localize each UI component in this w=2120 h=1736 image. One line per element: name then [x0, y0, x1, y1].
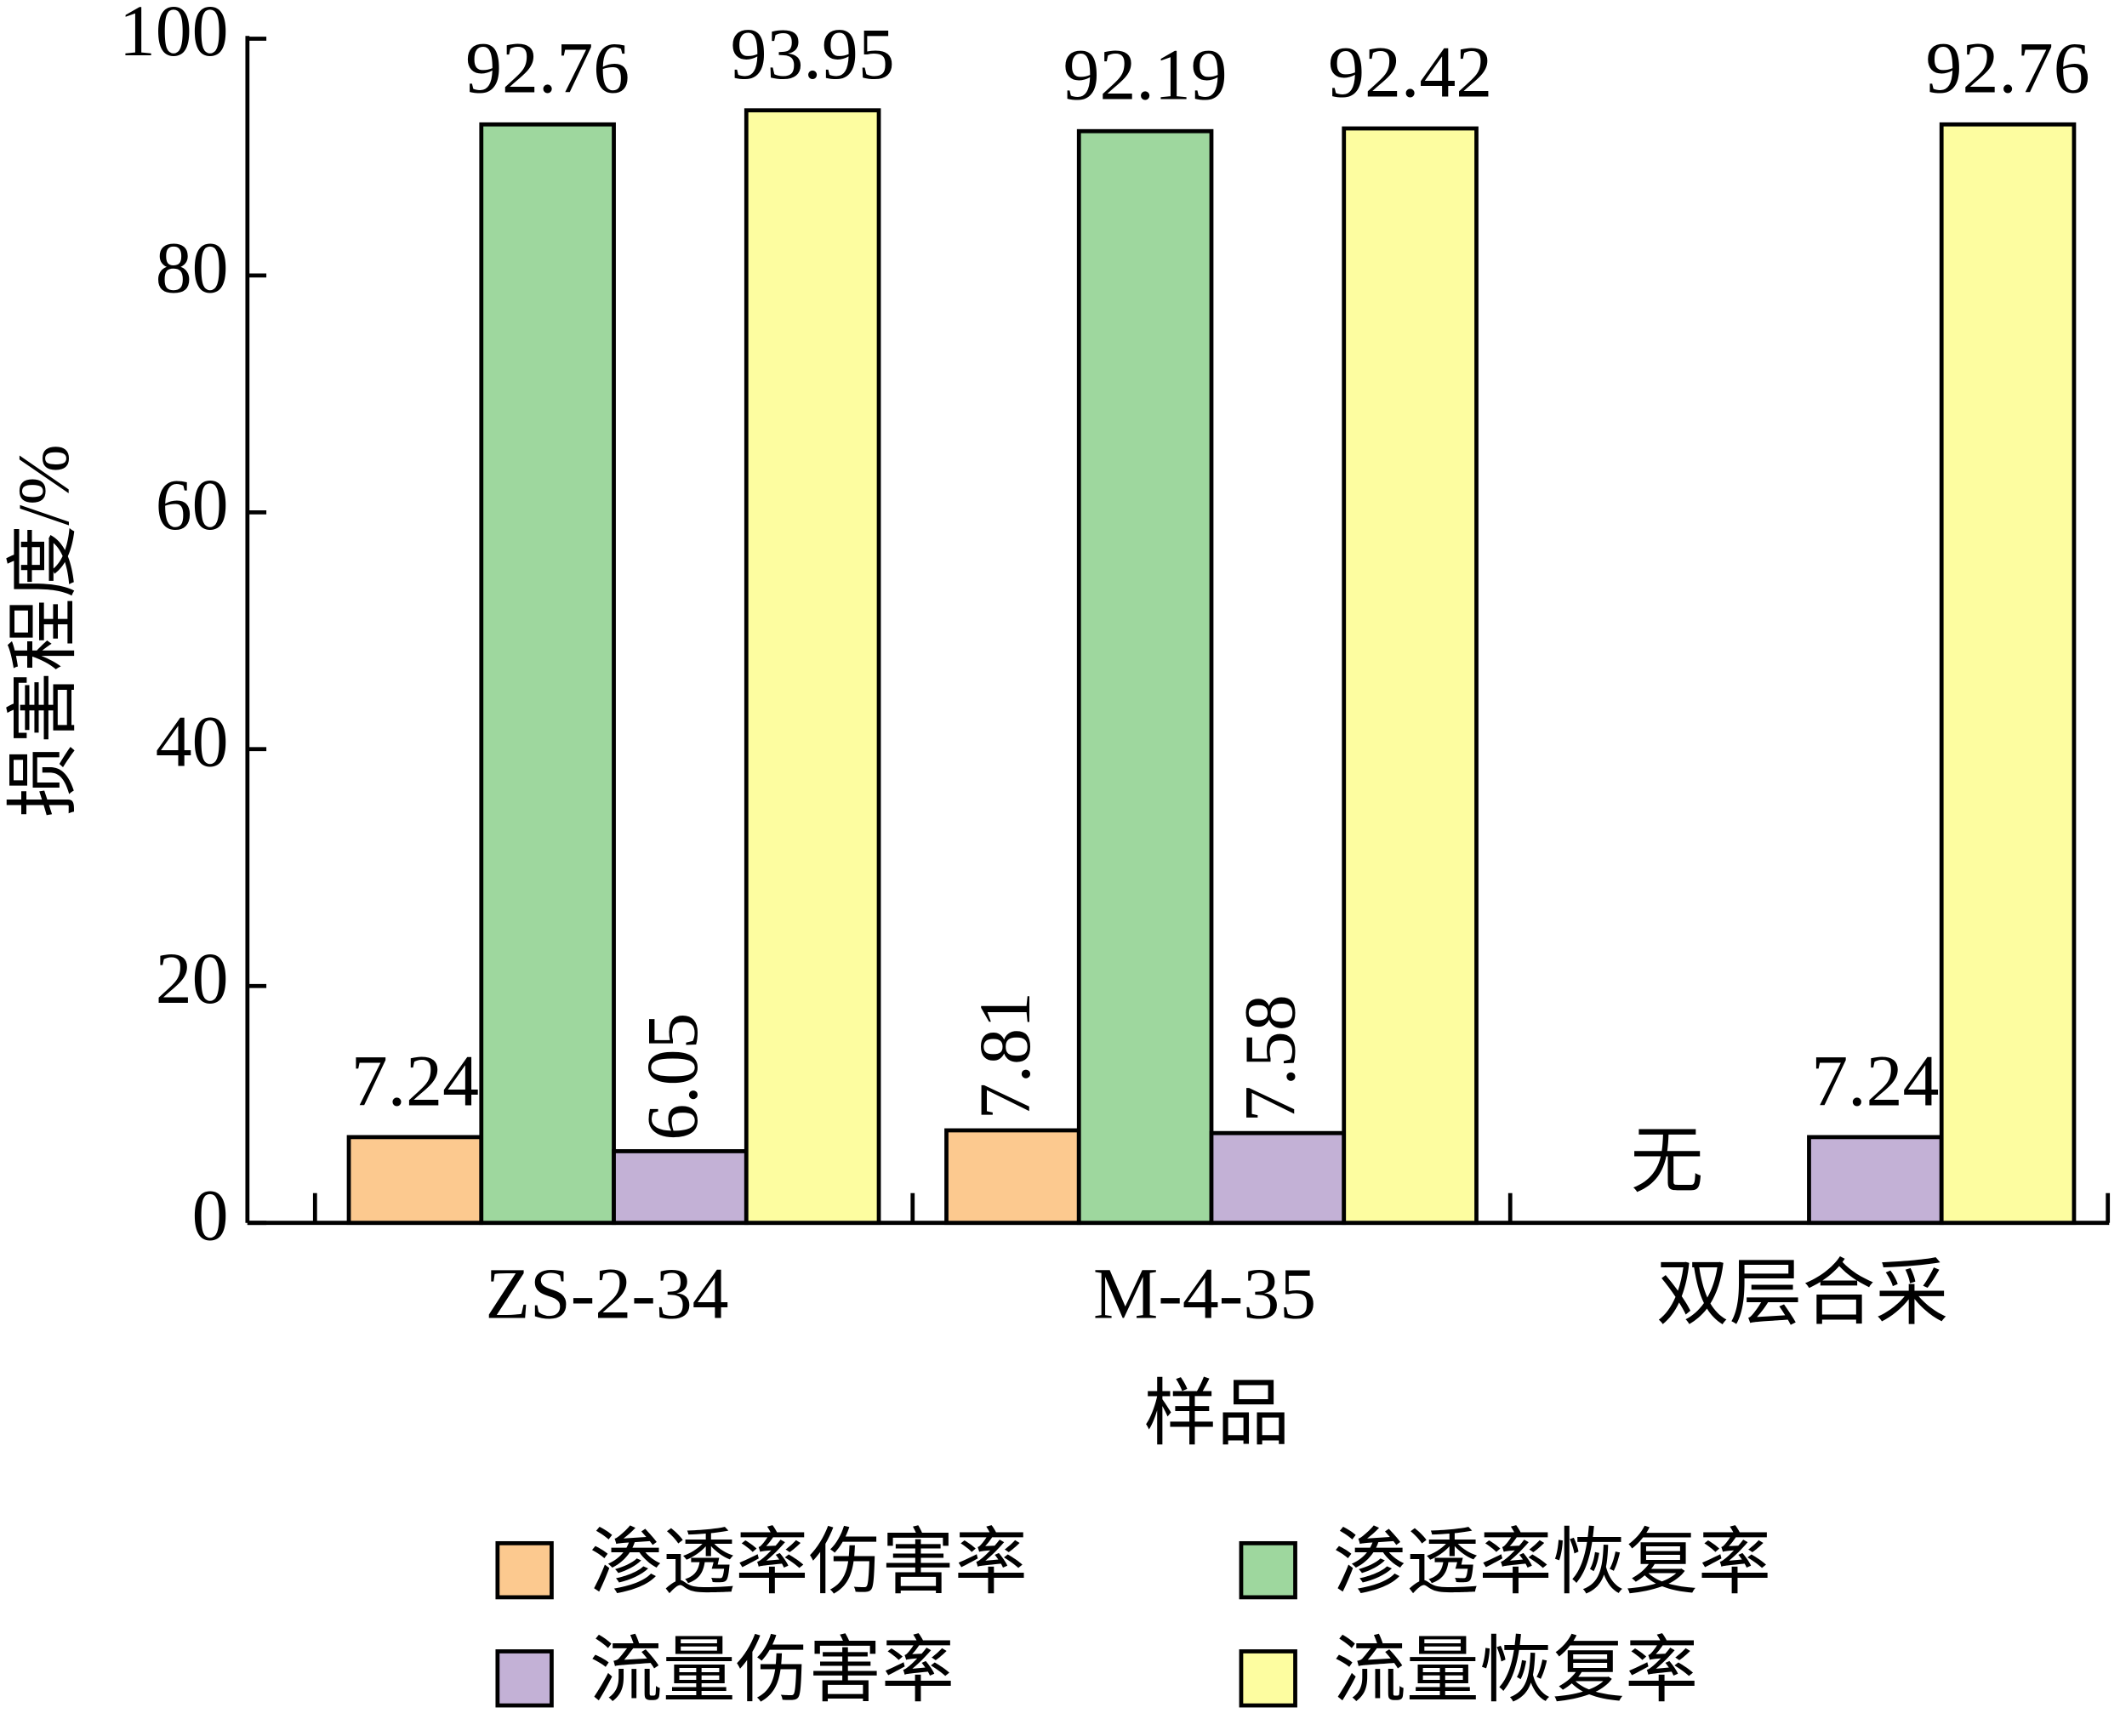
- value-label: 92.76: [1926, 28, 2090, 109]
- value-label: 7.24: [351, 1040, 479, 1121]
- value-label: 92.19: [1063, 35, 1228, 116]
- bar: [612, 1149, 749, 1226]
- value-label: 92.76: [465, 28, 630, 109]
- legend-swatch: [1239, 1649, 1297, 1708]
- y-tick-label: 40: [156, 701, 229, 782]
- value-label: 6.05: [632, 1013, 713, 1141]
- bar: [1076, 128, 1214, 1226]
- bar: [479, 122, 616, 1226]
- legend-label: 渗透率恢复率: [1333, 1523, 1771, 1603]
- legend-swatch: [495, 1540, 554, 1600]
- y-tick-label: 0: [192, 1175, 229, 1255]
- legend-label: 流量伤害率: [590, 1631, 955, 1711]
- legend-label: 流量恢复率: [1333, 1631, 1698, 1711]
- y-tick-label: 100: [119, 0, 229, 71]
- y-tick-label: 60: [156, 464, 229, 545]
- bar: [944, 1128, 1081, 1226]
- x-axis-label: 样品: [1144, 1374, 1291, 1454]
- y-axis-label: 损害程度/%: [3, 444, 84, 817]
- legend-swatch: [1239, 1540, 1297, 1600]
- legend-swatch: [495, 1649, 554, 1708]
- bar: [346, 1135, 484, 1226]
- x-tick-label: M-4-35: [1093, 1254, 1316, 1335]
- x-tick-label: ZS-2-34: [486, 1254, 729, 1335]
- value-label: 93.95: [731, 14, 895, 94]
- value-label: 无: [1631, 1121, 1704, 1202]
- bar: [1807, 1135, 1944, 1226]
- value-label: 92.42: [1328, 31, 1492, 112]
- legend-label: 渗透率伤害率: [590, 1523, 1028, 1603]
- bar: [744, 108, 881, 1226]
- x-tick-label: 双层合采: [1656, 1254, 1948, 1335]
- bar: [1342, 126, 1479, 1226]
- value-label: 7.81: [965, 992, 1046, 1119]
- bar: [1939, 122, 2077, 1226]
- y-tick-label: 80: [156, 228, 229, 309]
- y-tick-label: 20: [156, 938, 229, 1019]
- bar: [1209, 1130, 1347, 1226]
- value-label: 7.58: [1230, 994, 1311, 1122]
- value-label: 7.24: [1811, 1040, 1939, 1121]
